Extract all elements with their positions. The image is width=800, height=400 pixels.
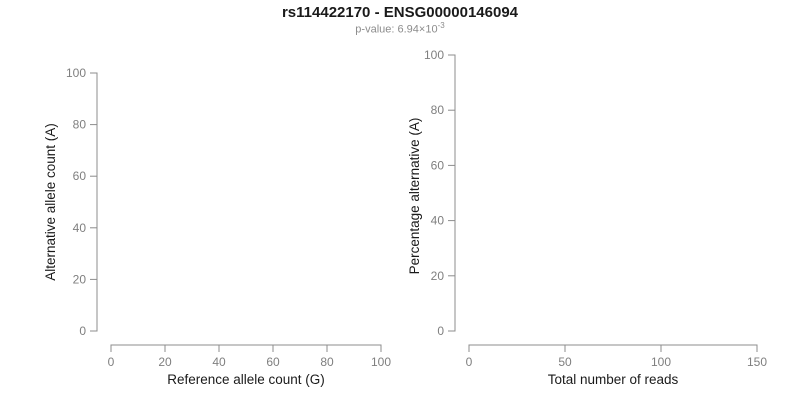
- data-point: [760, 242, 766, 248]
- fit-line: [111, 156, 389, 331]
- data-points: [135, 176, 390, 309]
- x-tick-label: 100: [371, 355, 391, 369]
- y-tick-label: 60: [73, 169, 87, 183]
- percentage-panel: 0 50 100 150 0 20 40 60 80 100 Total number of rea…: [407, 48, 777, 387]
- y-axis-title: Alternative allele count (A): [43, 123, 58, 281]
- y-tick-label: 40: [431, 214, 445, 228]
- x-tick-label: 40: [212, 355, 226, 369]
- data-point: [135, 299, 141, 305]
- data-point: [154, 299, 160, 305]
- data-point: [205, 271, 211, 277]
- y-tick-label: 100: [66, 66, 86, 80]
- data-point: [140, 302, 146, 308]
- x-tick-label: 0: [108, 355, 115, 369]
- y-tick-label: 20: [431, 269, 445, 283]
- tick-labels: 0 20 40 60 80 100 0 20 40 60 80 100: [66, 66, 391, 369]
- x-tick-label: 80: [320, 355, 334, 369]
- y-tick-label: 80: [73, 118, 87, 132]
- y-tick-label: 0: [437, 324, 444, 338]
- data-point: [568, 179, 574, 185]
- data-point: [520, 220, 526, 226]
- axes: [90, 72, 382, 352]
- allele-counts-panel: 0 20 40 60 80 100 0 20 40 60 80 100 Reference allele…: [43, 58, 391, 387]
- data-points: [504, 173, 777, 248]
- data-point: [504, 190, 510, 196]
- y-tick-label: 40: [73, 221, 87, 235]
- x-tick-label: 150: [747, 355, 767, 369]
- y-tick-label: 80: [431, 103, 445, 117]
- y-tick-label: 0: [79, 324, 86, 338]
- x-tick-label: 100: [651, 355, 671, 369]
- p-value-exponent: -3: [437, 21, 445, 30]
- data-point: [383, 204, 389, 210]
- data-point: [170, 253, 176, 259]
- x-axis-title: Total number of reads: [548, 372, 679, 387]
- x-tick-label: 60: [266, 355, 280, 369]
- data-point: [138, 289, 144, 295]
- data-point: [596, 215, 602, 221]
- data-point: [372, 176, 378, 182]
- data-point: [771, 228, 777, 234]
- y-tick-label: 20: [73, 272, 87, 286]
- data-point: [508, 201, 514, 207]
- data-point: [581, 226, 587, 232]
- x-tick-label: 20: [158, 355, 172, 369]
- p-value-label: p-value: 6.94×10-3: [0, 21, 800, 36]
- tick-labels: 0 50 100 150 0 20 40 60 80 100: [424, 48, 767, 369]
- y-tick-label: 60: [431, 158, 445, 172]
- data-point: [213, 253, 219, 259]
- axes: [448, 54, 758, 352]
- p-value-mantissa: p-value: 6.94×10: [355, 23, 438, 36]
- x-axis-title: Reference allele count (G): [167, 372, 325, 387]
- y-axis-title: Percentage alternative (A): [407, 118, 422, 275]
- figure-title: rs114422170 - ENSG00000146094: [281, 4, 519, 21]
- identity-line: [111, 58, 370, 331]
- y-tick-label: 100: [424, 48, 444, 62]
- x-tick-label: 0: [466, 355, 473, 369]
- x-tick-label: 50: [558, 355, 572, 369]
- data-point: [514, 173, 520, 179]
